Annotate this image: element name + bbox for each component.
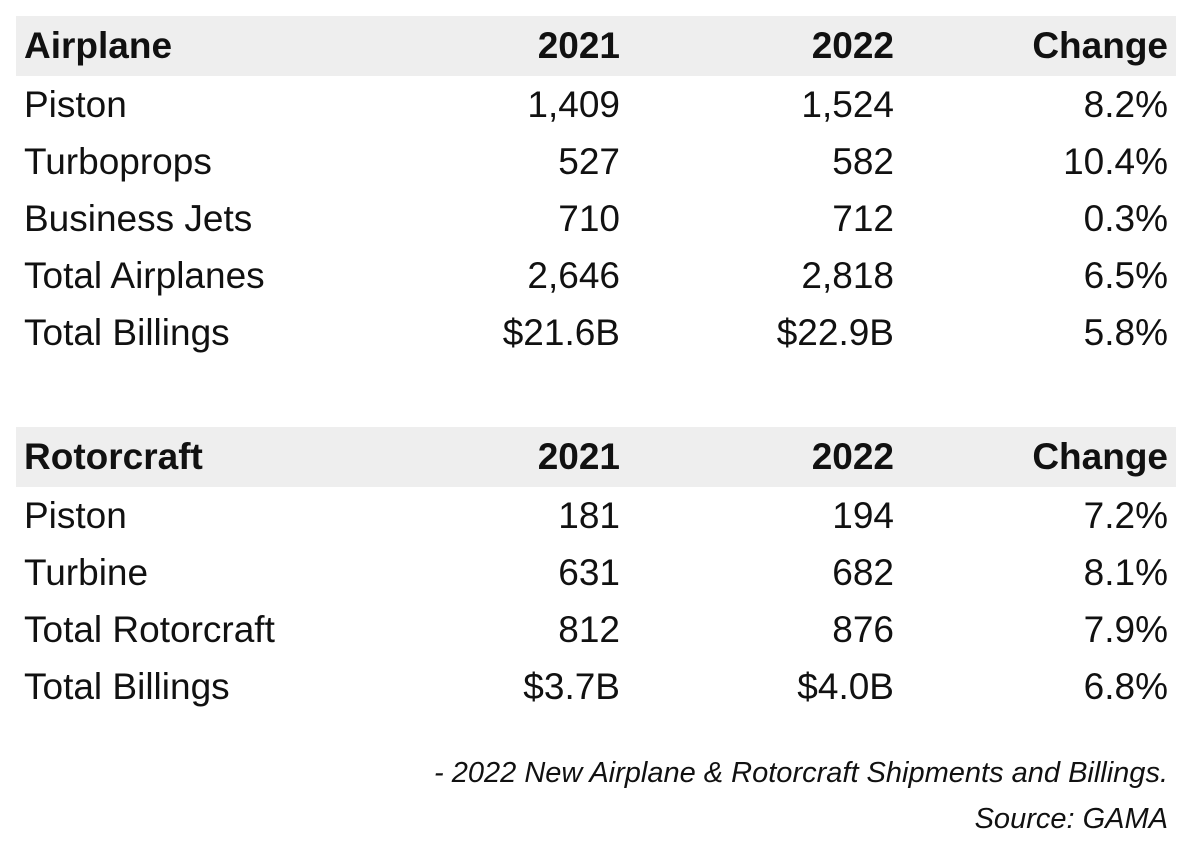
table-row: Turboprops 527 582 10.4%: [16, 133, 1176, 190]
footnote-source: Source: GAMA: [974, 803, 1168, 835]
row-label: Total Airplanes: [24, 254, 265, 296]
value-change: 8.1%: [1083, 551, 1168, 593]
value-change: 5.8%: [1083, 311, 1168, 353]
header-2022: 2022: [811, 436, 894, 477]
header-change: Change: [1032, 436, 1168, 477]
table-row: Total Billings $21.6B $22.9B 5.8%: [16, 304, 1176, 361]
row-label: Total Billings: [24, 311, 230, 353]
value-2021: 2,646: [527, 254, 620, 296]
table-row: Piston 1,409 1,524 8.2%: [16, 76, 1176, 133]
header-2021: 2021: [537, 436, 620, 477]
value-2021: 710: [558, 197, 620, 239]
table-row: Total Billings $3.7B $4.0B 6.8%: [16, 658, 1176, 715]
value-2021: 527: [558, 140, 620, 182]
header-2022: 2022: [811, 25, 894, 66]
row-label: Turbine: [24, 551, 149, 593]
header-change: Change: [1032, 25, 1168, 66]
table-header-row: Rotorcraft 2021 2022 Change: [16, 427, 1176, 487]
value-2022: 712: [832, 197, 894, 239]
row-label: Piston: [24, 83, 127, 125]
value-2022: $22.9B: [776, 311, 894, 353]
value-2022: 194: [832, 494, 894, 536]
table-row: Turbine 631 682 8.1%: [16, 544, 1176, 601]
value-change: 8.2%: [1083, 83, 1168, 125]
value-2022: 2,818: [801, 254, 894, 296]
value-2021: 1,409: [527, 83, 620, 125]
value-2021: $21.6B: [502, 311, 620, 353]
value-2021: 631: [558, 551, 620, 593]
table-row: Total Rotorcraft 812 876 7.9%: [16, 601, 1176, 658]
header-2021: 2021: [537, 25, 620, 66]
value-change: 7.9%: [1083, 608, 1168, 650]
value-change: 6.5%: [1083, 254, 1168, 296]
row-label: Total Billings: [24, 665, 230, 707]
row-label: Business Jets: [24, 197, 253, 239]
row-label: Total Rotorcraft: [24, 608, 275, 650]
value-2022: $4.0B: [797, 665, 894, 707]
value-2022: 582: [832, 140, 894, 182]
value-2021: 812: [558, 608, 620, 650]
row-label: Piston: [24, 494, 127, 536]
value-2021: 181: [558, 494, 620, 536]
table-row: Total Airplanes 2,646 2,818 6.5%: [16, 247, 1176, 304]
value-2022: 1,524: [801, 83, 894, 125]
value-change: 0.3%: [1083, 197, 1168, 239]
value-2021: $3.7B: [523, 665, 620, 707]
value-2022: 682: [832, 551, 894, 593]
table-row: Piston 181 194 7.2%: [16, 487, 1176, 544]
value-change: 6.8%: [1083, 665, 1168, 707]
table-row: Business Jets 710 712 0.3%: [16, 190, 1176, 247]
airplane-table: Airplane 2021 2022 Change Piston 1,409 1…: [16, 16, 1176, 361]
row-label: Turboprops: [24, 140, 212, 182]
value-change: 10.4%: [1063, 140, 1168, 182]
table-header-row: Airplane 2021 2022 Change: [16, 16, 1176, 76]
footnote-caption: - 2022 New Airplane & Rotorcraft Shipmen…: [434, 757, 1168, 789]
value-change: 7.2%: [1083, 494, 1168, 536]
rotorcraft-table: Rotorcraft 2021 2022 Change Piston 181 1…: [16, 427, 1176, 715]
value-2022: 876: [832, 608, 894, 650]
header-category: Airplane: [24, 25, 173, 66]
header-category: Rotorcraft: [24, 436, 203, 477]
